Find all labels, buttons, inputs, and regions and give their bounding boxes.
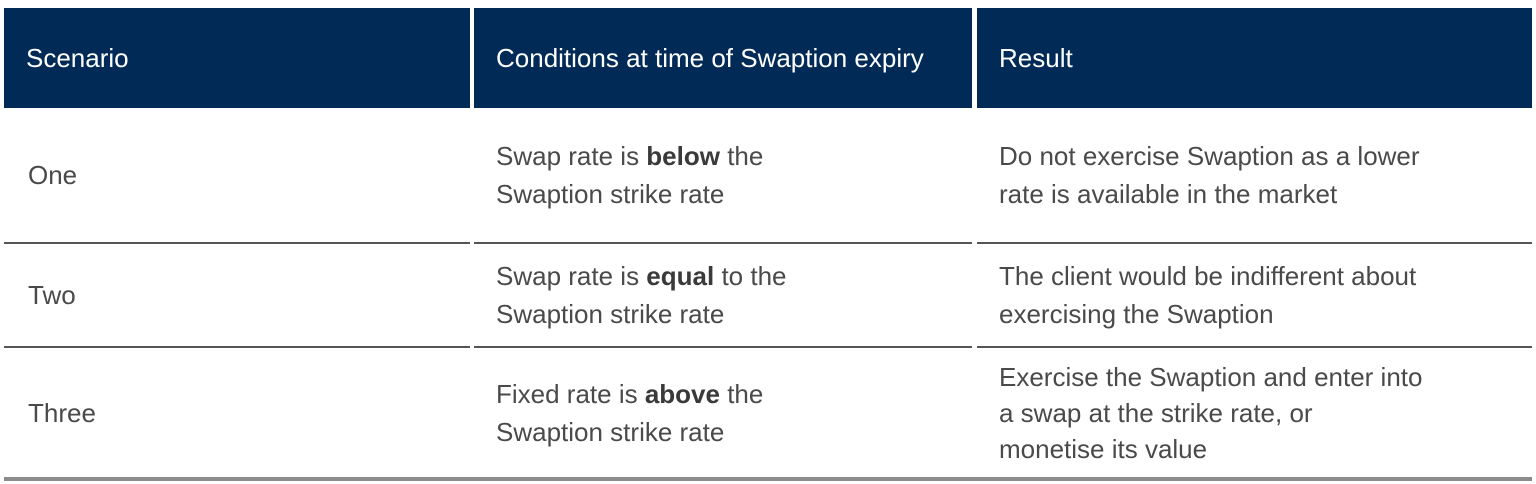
condition-line: Swap rate is equal to the (496, 257, 972, 295)
result-line: rate is available in the market (999, 179, 1338, 209)
condition-text: the (719, 379, 764, 409)
row-rule (4, 242, 470, 244)
header-cell: Result (977, 8, 1532, 108)
row-rule (977, 242, 1532, 244)
condition-text: to the (714, 261, 787, 291)
cell: Two (4, 244, 470, 346)
condition-emphasis: below (646, 141, 720, 171)
result-line: The client would be indifferent about (999, 261, 1417, 291)
row-rule (977, 346, 1532, 348)
bottom-rule (4, 477, 1532, 481)
scenario: One (28, 160, 78, 190)
result-line: exercising the Swaption (999, 299, 1274, 329)
cell: Three (4, 349, 470, 477)
row-rule (474, 242, 972, 244)
condition-line: Swaption strike rate (496, 299, 725, 329)
condition-line: Swaption strike rate (496, 179, 725, 209)
result-line: monetise its value (999, 434, 1208, 464)
condition-text: Swap rate is (496, 261, 647, 291)
condition-text: the (719, 141, 764, 171)
condition-line: Swaption strike rate (496, 417, 725, 447)
condition-emphasis: equal (646, 261, 715, 291)
result-line: Do not exercise Swaption as a lower (999, 141, 1420, 171)
row-rule (474, 346, 972, 348)
header-text: Result (999, 43, 1073, 73)
condition-line: Swap rate is below the (496, 137, 972, 175)
header-text: Scenario (26, 43, 129, 73)
condition-text: Fixed rate is (496, 379, 645, 409)
condition-emphasis: above (644, 379, 720, 409)
cell: The client would be indifferent about exe… (977, 244, 1532, 346)
cell: Swap rate is equal to the Swaption strike… (474, 244, 972, 346)
result-line: a swap at the strike rate, or (999, 398, 1313, 428)
cell: Fixed rate is above the Swaption strike r… (474, 349, 972, 477)
scenario: Two (28, 280, 76, 310)
cell: Exercise the Swaption and enter into a sw… (977, 349, 1532, 477)
header-text: Conditions at time of Swaption expiry (496, 43, 924, 73)
condition-line: Fixed rate is above the (496, 375, 972, 413)
scenario: Three (28, 398, 96, 428)
result-line: Exercise the Swaption and enter into (999, 362, 1423, 392)
cell: Do not exercise Swaption as a lower rate … (977, 108, 1532, 242)
header-cell: Conditions at time of Swaption expiry (474, 8, 972, 108)
row-rule (4, 346, 470, 348)
cell: Swap rate is below the Swaption strike ra… (474, 108, 972, 242)
condition-text: Swap rate is (496, 141, 647, 171)
header-cell: Scenario (4, 8, 470, 108)
cell: One (4, 108, 470, 242)
